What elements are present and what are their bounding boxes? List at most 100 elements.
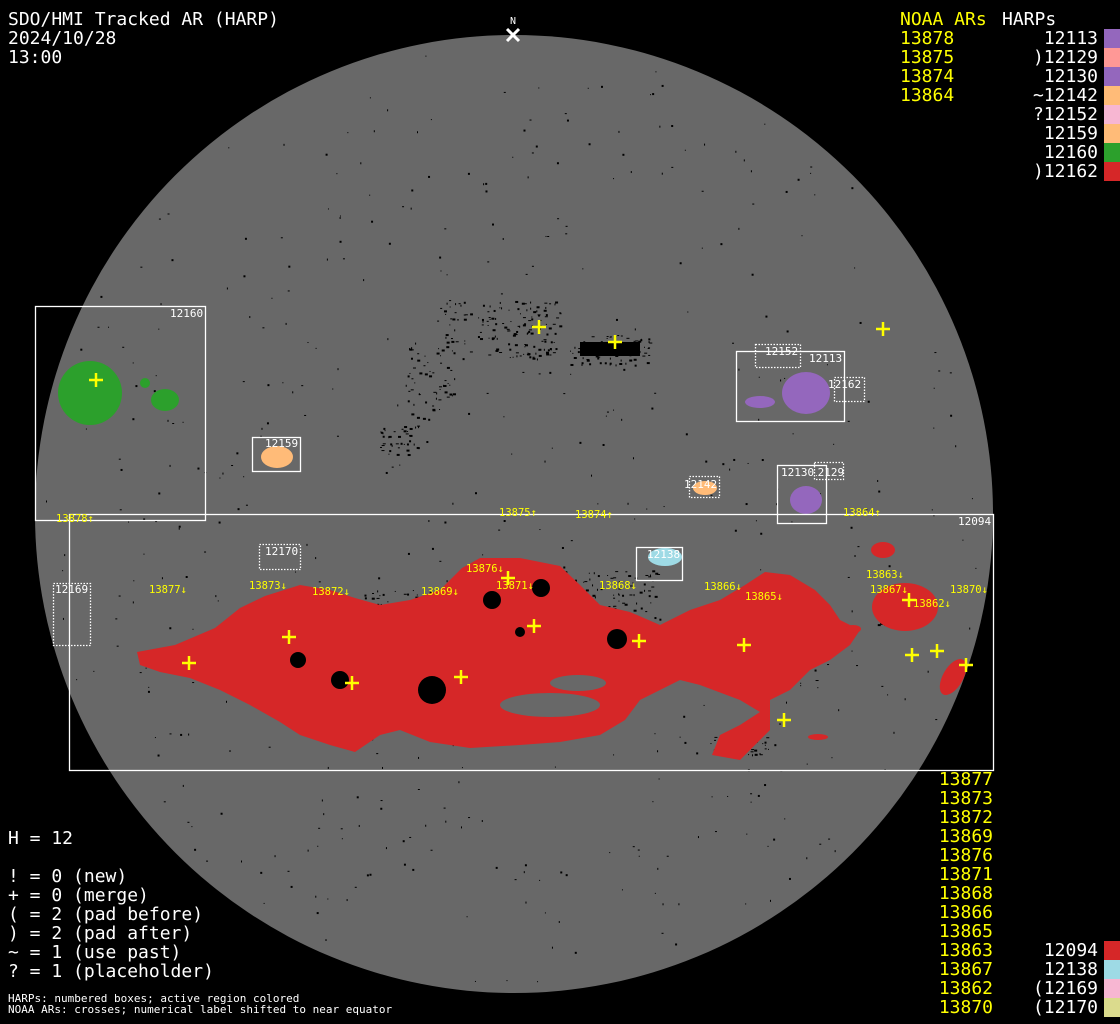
- harp-color-swatch: [1104, 124, 1120, 143]
- noaa-number: 13872: [938, 807, 993, 828]
- harp-color-swatch: [1104, 67, 1120, 86]
- noaa-label: 13877↓: [149, 584, 187, 596]
- noaa-number: 13869: [938, 826, 993, 847]
- noaa-number: 13865: [938, 921, 993, 942]
- noaa-number: 13876: [938, 845, 993, 866]
- noaa-number: 13875: [900, 47, 955, 68]
- legend-row: 13874 12130: [900, 67, 1120, 86]
- harp-box-label: 12129: [811, 466, 844, 479]
- noaa-number: 13870: [938, 997, 993, 1018]
- harp-number: 12113: [1043, 28, 1098, 49]
- legend-row: 13862 (12169: [900, 979, 1120, 998]
- noaa-cross-icon: [345, 676, 359, 690]
- noaa-number: 13878: [900, 28, 955, 49]
- harp-box-label: 12159: [265, 437, 298, 450]
- legend-row: 13871: [900, 865, 1120, 884]
- noaa-cross-icon: [608, 335, 622, 349]
- legend-row: 13868: [900, 884, 1120, 903]
- harp-number: (12169: [1032, 978, 1098, 999]
- noaa-label: 13869↓: [421, 586, 459, 598]
- noaa-cross-icon: [454, 670, 468, 684]
- active-regions: [58, 342, 967, 760]
- stat-line: + = 0 (merge): [8, 885, 149, 906]
- noaa-cross-icon: [777, 713, 791, 727]
- noaa-cross-icon: [876, 322, 890, 336]
- noaa-labels: 13878↑ 13875↑ 13874↑ 13864↑ 13877↓ 13873↓ 1387…: [56, 507, 988, 610]
- harp-color-swatch: [1104, 143, 1120, 162]
- harp-number: 12159: [1043, 123, 1098, 144]
- noaa-number: [900, 105, 1002, 124]
- noaa-cross-icon: [737, 638, 751, 652]
- harp-number: ?12152: [1032, 104, 1098, 125]
- harp-number: 12130: [1043, 66, 1098, 87]
- harp-number: ~12142: [1032, 85, 1098, 106]
- stat-line: ) = 2 (pad after): [8, 923, 193, 944]
- harp-box-label: 12094: [958, 515, 991, 528]
- region-12162: [871, 542, 895, 558]
- noaa-number: [900, 143, 1002, 162]
- noaa-cross-icon: [527, 619, 541, 633]
- noaa-cross-icon: [930, 644, 944, 658]
- noaa-cross-icon: [89, 373, 103, 387]
- harp-number: 12138: [1043, 959, 1098, 980]
- noaa-label: 13868↓: [599, 580, 637, 592]
- noaa-heading: NOAA ARs: [900, 9, 987, 30]
- noaa-label: 13862↓: [913, 598, 951, 610]
- noaa-number: 13864: [900, 85, 955, 106]
- noaa-number: 13871: [938, 864, 993, 885]
- harp-box-12130: 12130: [776, 464, 828, 525]
- harp-box-label: 12170: [265, 545, 298, 558]
- harp-box-label: 12113: [809, 352, 842, 365]
- harp-box-12113: 12113: [735, 350, 846, 423]
- noaa-number: [900, 124, 1002, 143]
- harp-box-12160: 12160: [34, 305, 207, 522]
- legend-row: ?12152: [900, 105, 1120, 124]
- legend-row: 13865: [900, 922, 1120, 941]
- noaa-number: 13877: [938, 769, 993, 790]
- harp-color-swatch: [1104, 960, 1120, 979]
- legend-bottom: 13877 13873 13872 13869 13876 13871 13868 13866…: [900, 770, 1120, 1017]
- legend-row: )12162: [900, 162, 1120, 181]
- noaa-label: 13878↑: [56, 513, 94, 525]
- noaa-label: 13875↑: [499, 507, 537, 519]
- noaa-label: 13871↓: [496, 580, 534, 592]
- harp-box-label: 12130: [781, 466, 814, 479]
- harp-color-swatch: [1104, 29, 1120, 48]
- noaa-crosses: [89, 320, 973, 727]
- noaa-label: 13872↓: [312, 586, 350, 598]
- noaa-number: [900, 162, 1002, 181]
- legend-row: 13877: [900, 770, 1120, 789]
- region-12142: [693, 481, 717, 495]
- stat-line: ( = 2 (pad before): [8, 904, 204, 925]
- harp-box-label: 12160: [170, 307, 203, 320]
- noaa-label: 13870↓: [950, 584, 988, 596]
- harp-color-swatch: [1104, 48, 1120, 67]
- harp-count: H = 12: [8, 828, 74, 849]
- noaa-cross-icon: [905, 648, 919, 662]
- noaa-label: 13874↑: [575, 509, 613, 521]
- harp-color-swatch: [1104, 105, 1120, 124]
- harp-box-12170: 12170: [258, 543, 302, 571]
- noaa-label: 13864↑: [843, 507, 881, 519]
- noaa-cross-icon: [182, 656, 196, 670]
- harp-color-swatch: [1104, 162, 1120, 181]
- region-12160: [58, 361, 122, 425]
- legend-row: 13873: [900, 789, 1120, 808]
- noaa-label: 13863↓: [866, 569, 904, 581]
- stat-line: ! = 0 (new): [8, 866, 128, 887]
- noaa-label: 13873↓: [249, 580, 287, 592]
- harp-boxes: 1216012159121521211312162121421213012129…: [34, 305, 995, 772]
- north-label: N: [510, 16, 516, 27]
- harp-number: )12162: [1032, 161, 1098, 182]
- harp-color-swatch: [1104, 998, 1120, 1017]
- legend-row: 13863 12094: [900, 941, 1120, 960]
- north-marker-icon: [505, 27, 521, 43]
- stats: H = 12 ! = 0 (new) + = 0 (merge)( = 2 (pad…: [8, 829, 214, 981]
- harp-box-12162: 12162: [828, 376, 866, 403]
- harp-box-12142: 12142: [684, 475, 721, 499]
- date: 2024/10/28: [8, 28, 117, 49]
- harp-box-12169: 12169: [52, 582, 92, 647]
- legend-row: 13866: [900, 903, 1120, 922]
- harp-box-12129: 12129: [811, 461, 845, 481]
